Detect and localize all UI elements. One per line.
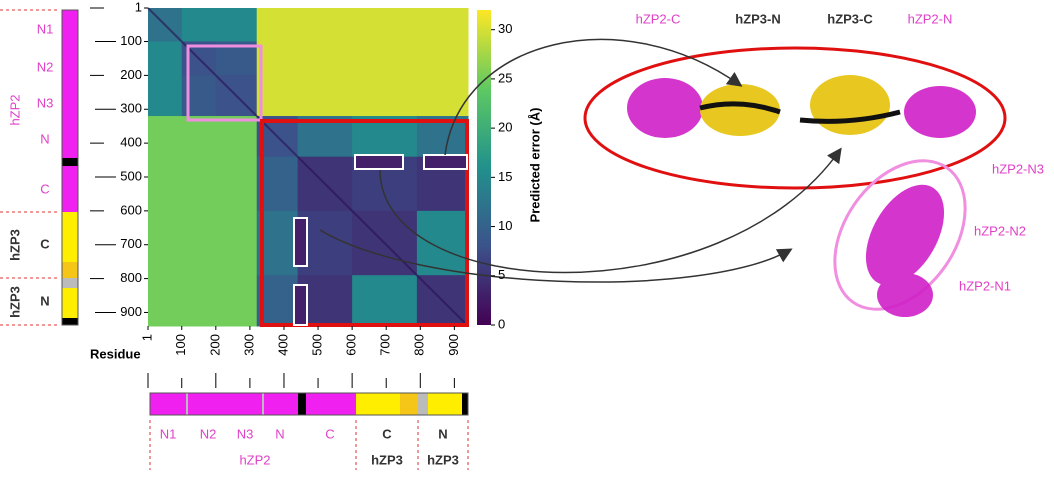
bottom-domain-bar [150, 393, 468, 470]
domain-label: N [438, 426, 447, 441]
structure-label: hZP2-N [908, 11, 953, 26]
domain-label: hZP3 [7, 229, 22, 261]
domain-label: N [40, 131, 49, 146]
heat-cell [417, 8, 469, 42]
heat-cell [148, 116, 182, 157]
heat-cell [417, 42, 469, 76]
highlight-box [294, 285, 307, 325]
colorbar-label: Predicted error (Å) [527, 108, 542, 223]
heat-cell [352, 75, 417, 116]
heat-cell [148, 75, 182, 116]
domain-label: C [40, 181, 49, 196]
heat-cell [216, 157, 257, 212]
domain-label: N2 [37, 59, 54, 74]
structure-label: hZP2-N1 [959, 278, 1011, 293]
heat-cell [182, 116, 217, 157]
domain-label: C [325, 426, 334, 441]
y-tick-label: 200 [120, 67, 142, 82]
x-tick-label: 900 [446, 334, 461, 356]
heat-cell [257, 75, 298, 116]
domain-label: N1 [37, 21, 54, 36]
left-domain-bar [0, 10, 78, 325]
heat-cell [216, 8, 257, 42]
x-tick-label: 300 [241, 334, 256, 356]
colorbar-tick-label: 20 [498, 120, 512, 135]
structure-label: hZP2-N2 [974, 223, 1026, 238]
x-tick-label: 600 [344, 334, 359, 356]
heat-cell [148, 42, 182, 76]
heat-cell [148, 211, 182, 276]
heat-cell [417, 75, 469, 116]
domain-label: N2 [200, 426, 217, 441]
y-tick-label: 600 [120, 202, 142, 217]
y-tick-label: 1 [135, 0, 142, 14]
colorbar [477, 10, 491, 325]
colorbar-tick-label: 5 [498, 267, 505, 282]
y-tick-label: 800 [120, 270, 142, 285]
heat-cell [257, 8, 298, 42]
y-tick-label: 900 [120, 304, 142, 319]
colorbar-tick-label: 25 [498, 70, 512, 85]
highlight-box [424, 155, 467, 169]
domain-label: hZP2 [7, 94, 22, 125]
heat-cell [182, 8, 217, 42]
heat-cell [352, 8, 417, 42]
x-tick-label: 400 [275, 334, 290, 356]
heat-cell [298, 8, 353, 42]
heat-cell [182, 157, 217, 212]
domain-label: N1 [160, 426, 177, 441]
domain-label: hZP2 [239, 452, 270, 467]
heat-cell [182, 211, 217, 276]
domain-label: N3 [37, 95, 54, 110]
colorbar-tick-label: 30 [498, 21, 512, 36]
x-tick-label: 800 [412, 334, 427, 356]
heat-cell [216, 275, 257, 326]
heat-cell [148, 157, 182, 212]
structure-label: hZP3-C [827, 11, 873, 26]
heat-cell [216, 116, 257, 157]
figure: Predicted error (Å) Residue N1 N2 N3 N C… [0, 0, 1054, 472]
heat-cell [216, 211, 257, 276]
heat-cell [352, 42, 417, 76]
domain-label: hZP3 [371, 452, 403, 467]
highlight-box [294, 218, 307, 266]
colorbar-tick-label: 10 [498, 218, 512, 233]
x-tick-label: 100 [173, 334, 188, 356]
x-tick-label: 500 [309, 334, 324, 356]
x-tick-label: 700 [378, 334, 393, 356]
structure-label: hZP2-C [636, 11, 681, 26]
structure-label: hZP2-N3 [992, 161, 1044, 176]
x-axis-label: Residue [90, 346, 141, 361]
y-tick-label: 300 [120, 101, 142, 116]
structure-label: hZP3-N [735, 11, 781, 26]
y-tick-label: 400 [120, 135, 142, 150]
heatmap [148, 8, 469, 327]
domain-label: C [382, 426, 392, 441]
domain-label: N [275, 426, 284, 441]
colorbar-tick-label: 15 [498, 169, 512, 184]
colorbar-tick-label: 0 [498, 316, 505, 331]
x-tick-label: 1 [139, 334, 154, 341]
domain-label: N3 [237, 426, 254, 441]
domain-label: hZP3 [427, 452, 459, 467]
heat-cell [148, 275, 182, 326]
x-tick-label: 200 [207, 334, 222, 356]
domain-label: N [40, 293, 49, 308]
domain-label: C [40, 236, 50, 251]
y-tick-label: 500 [120, 168, 142, 183]
y-tick-label: 100 [120, 33, 142, 48]
y-tick-label: 700 [120, 236, 142, 251]
heat-cell [298, 75, 353, 116]
heat-cell [182, 275, 217, 326]
highlight-box [355, 155, 403, 169]
heat-cell [298, 42, 353, 76]
heat-cell [257, 42, 298, 76]
domain-label: hZP3 [7, 286, 22, 318]
heat-cell [352, 275, 417, 326]
